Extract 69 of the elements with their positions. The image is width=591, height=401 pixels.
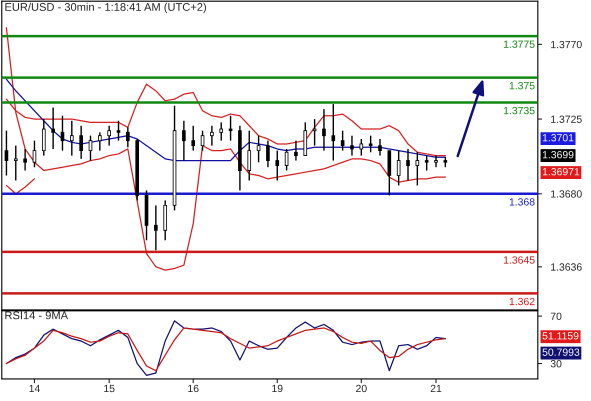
x-tick-label: 19: [272, 384, 283, 392]
candlestick: [228, 115, 232, 142]
ref-line-label: 1.3775: [504, 40, 535, 48]
text: 1.3699: [542, 151, 574, 158]
candlestick: [322, 108, 326, 152]
candlestick: [116, 120, 120, 142]
ref-line-label: 1.362: [510, 298, 535, 306]
x-tick-label: 16: [188, 384, 199, 392]
candlestick: [406, 148, 410, 182]
candlestick: [126, 126, 130, 148]
candlestick: [284, 148, 288, 172]
candlestick: [396, 150, 400, 186]
x-tick-label: 20: [356, 384, 367, 392]
line-series: [6, 327, 446, 372]
candlestick: [191, 125, 196, 152]
candlestick: [79, 125, 83, 160]
candlestick: [294, 140, 298, 162]
candlestick: [88, 134, 92, 162]
ref-line-label: 1.3735: [504, 106, 535, 114]
candlestick: [416, 152, 420, 186]
text: 1.3701: [542, 134, 574, 142]
candlestick: [359, 138, 364, 156]
candlestick: [154, 204, 158, 251]
y-tick-label: 30: [550, 360, 562, 368]
y-tick-label: 1.3680: [551, 190, 582, 198]
candlestick: [434, 154, 438, 168]
line-series: [6, 320, 446, 376]
candlestick: [350, 134, 354, 156]
candlestick: [200, 130, 204, 152]
text: 51.1159: [542, 332, 578, 340]
candlestick: [70, 120, 74, 156]
candlestick: [444, 156, 448, 168]
candlestick: [378, 138, 382, 156]
line-series: [6, 178, 36, 194]
candlestick: [266, 140, 270, 168]
ref-line-label: 1.375: [510, 82, 535, 90]
candlestick: [51, 106, 55, 150]
x-tick-label: 15: [104, 384, 115, 392]
candlestick: [331, 103, 336, 162]
candlestick: [275, 150, 280, 182]
candlestick: [219, 122, 224, 142]
candlestick: [340, 130, 344, 152]
candlestick: [98, 132, 102, 152]
y-tick-label: 70: [550, 312, 562, 320]
candlestick: [60, 115, 64, 152]
candlestick: [256, 134, 260, 163]
y-tick-label: 1.3770: [551, 40, 582, 48]
candlestick: [182, 120, 186, 162]
ref-line-label: 1.368: [510, 198, 535, 206]
y-tick-label: 1.3725: [551, 116, 582, 123]
text: 50.7993: [542, 348, 580, 356]
text: 1.36971: [542, 168, 580, 176]
candlestick: [312, 118, 316, 146]
y-tick-label: 1.3636: [551, 263, 582, 271]
candlestick: [42, 118, 46, 156]
candlestick: [368, 134, 372, 153]
candlestick: [14, 144, 18, 182]
candlestick: [210, 125, 214, 146]
candlestick: [23, 148, 27, 172]
candlestick: [32, 140, 36, 168]
chart-title: EUR/USD - 30min - 1:18:41 AM (UTC+2): [5, 2, 206, 14]
x-tick-label: 14: [29, 384, 40, 392]
candlestick: [107, 125, 111, 146]
ref-line-label: 1.3645: [504, 256, 535, 264]
candlestick: [4, 130, 8, 176]
candlestick: [424, 154, 428, 172]
chart-title: RSI14 - 9MA: [5, 311, 68, 320]
x-tick-label: 21: [430, 384, 442, 392]
candlestick: [247, 130, 252, 182]
